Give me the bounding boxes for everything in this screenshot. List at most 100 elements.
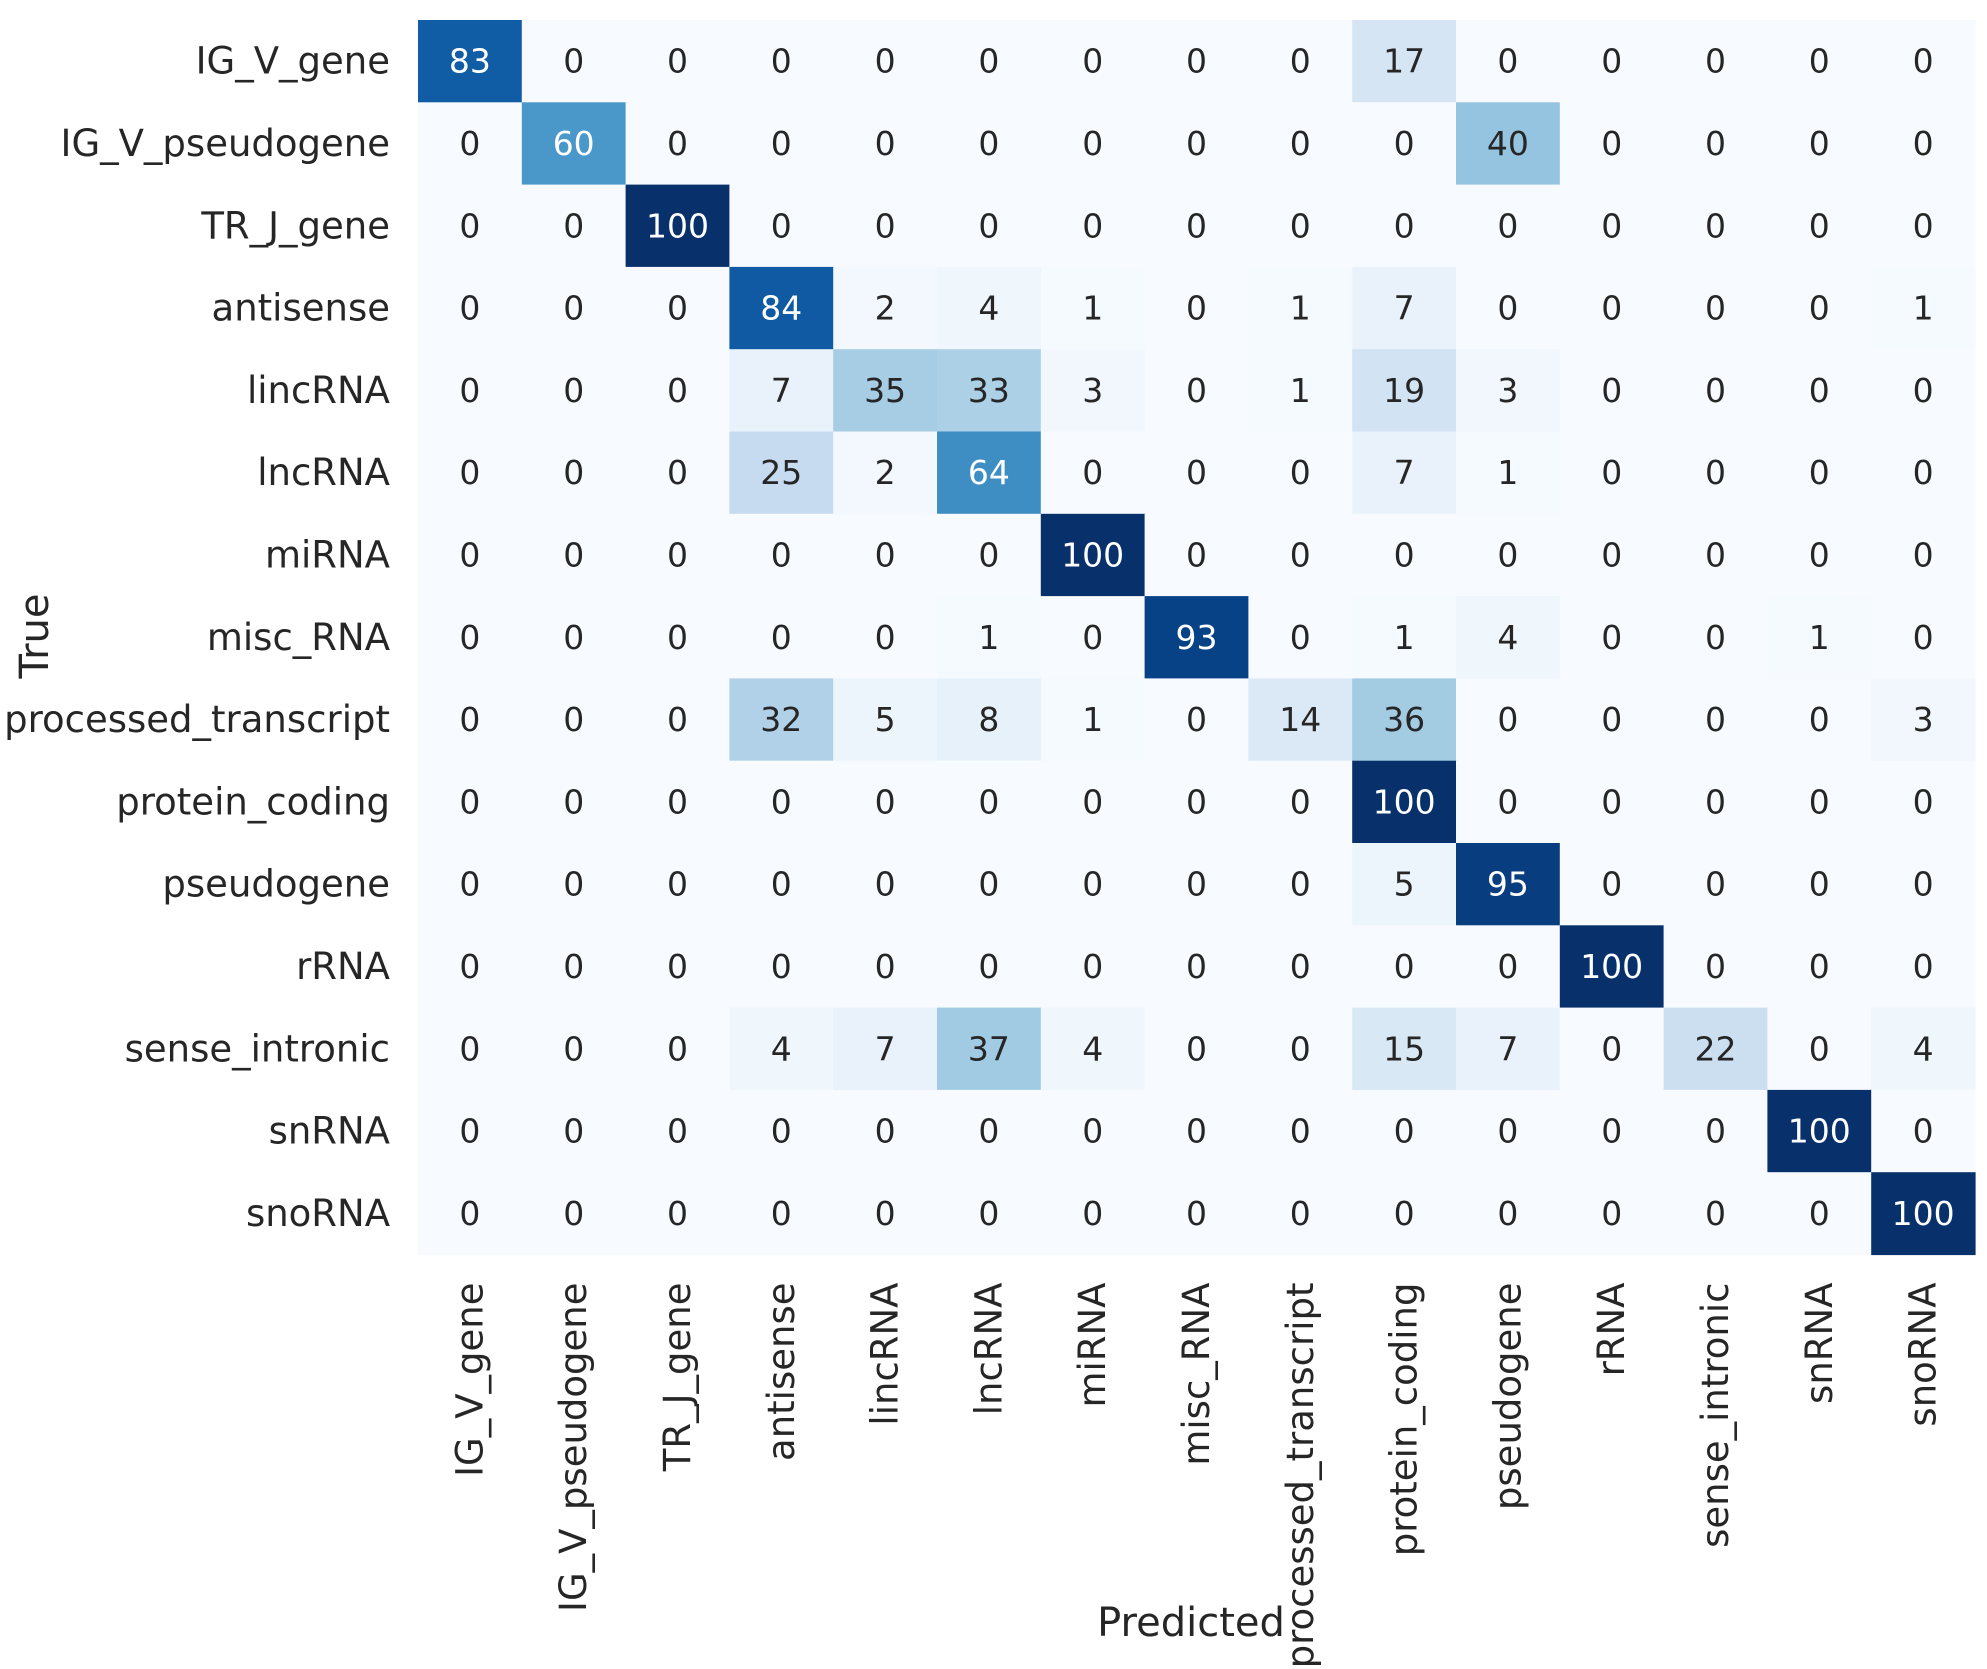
cell-value-label: 0 bbox=[563, 42, 584, 81]
cell-value-label: 0 bbox=[1705, 618, 1726, 657]
cell-value-label: 33 bbox=[968, 371, 1010, 410]
heatmap-cell bbox=[729, 760, 834, 844]
heatmap-cell bbox=[418, 513, 523, 597]
heatmap-cell bbox=[521, 184, 627, 268]
cell-value-label: 0 bbox=[1290, 782, 1311, 821]
heatmap-cell bbox=[1871, 925, 1976, 1009]
cell-value-label: 0 bbox=[978, 42, 999, 81]
cell-value-label: 0 bbox=[1394, 1112, 1415, 1151]
cell-value-label: 0 bbox=[1290, 1112, 1311, 1151]
cell-value-label: 0 bbox=[1186, 453, 1207, 492]
cell-value-label: 0 bbox=[1913, 535, 1934, 574]
cell-value-label: 0 bbox=[459, 535, 480, 574]
heatmap-cell bbox=[833, 102, 938, 186]
cell-value-label: 0 bbox=[1809, 289, 1830, 328]
heatmap-cell bbox=[1767, 266, 1872, 350]
cell-value-label: 0 bbox=[1705, 206, 1726, 245]
heatmap-cell bbox=[1352, 1172, 1457, 1256]
cell-value-label: 1 bbox=[1913, 289, 1934, 328]
heatmap-cell bbox=[1144, 1007, 1249, 1091]
cell-value-label: 0 bbox=[1705, 42, 1726, 81]
cell-value-label: 0 bbox=[1601, 1029, 1622, 1068]
cell-value-label: 60 bbox=[553, 124, 595, 163]
heatmap-cell bbox=[625, 760, 730, 844]
heatmap-cell bbox=[1871, 184, 1976, 268]
cell-value-label: 0 bbox=[875, 42, 896, 81]
heatmap-cell bbox=[1456, 678, 1561, 762]
heatmap-cell bbox=[521, 431, 627, 515]
heatmap-cell bbox=[937, 349, 1042, 433]
cell-value-label: 0 bbox=[1497, 535, 1518, 574]
heatmap-cell bbox=[1559, 843, 1665, 926]
heatmap-cell bbox=[1040, 513, 1146, 597]
heatmap-cell bbox=[1871, 1007, 1976, 1091]
cell-value-label: 0 bbox=[1186, 782, 1207, 821]
heatmap-cell bbox=[1352, 184, 1457, 268]
cell-value-label: 7 bbox=[1394, 289, 1415, 328]
cell-value-label: 0 bbox=[1186, 947, 1207, 986]
heatmap-cell bbox=[1144, 184, 1249, 268]
heatmap-cell bbox=[1144, 678, 1249, 762]
heatmap-cell bbox=[1040, 184, 1146, 268]
cell-value-label: 0 bbox=[1809, 42, 1830, 81]
heatmap-cell bbox=[1144, 1089, 1249, 1173]
cell-value-label: 0 bbox=[1394, 947, 1415, 986]
cell-value-label: 0 bbox=[563, 289, 584, 328]
heatmap-cell bbox=[625, 102, 730, 186]
heatmap-cell bbox=[1248, 925, 1353, 1009]
heatmap-cell bbox=[833, 266, 938, 350]
heatmap-cell bbox=[1456, 925, 1561, 1009]
heatmap-cell bbox=[1352, 678, 1457, 762]
cell-value-label: 0 bbox=[1809, 1029, 1830, 1068]
cell-value-label: 0 bbox=[1601, 371, 1622, 410]
heatmap-cell bbox=[625, 925, 730, 1009]
heatmap-cell bbox=[1767, 184, 1872, 268]
y-tick-label: IG_V_gene bbox=[196, 40, 390, 83]
cell-value-label: 0 bbox=[1082, 1112, 1103, 1151]
heatmap-cell bbox=[1456, 513, 1561, 597]
cell-value-label: 0 bbox=[875, 206, 896, 245]
heatmap-cell bbox=[937, 678, 1042, 762]
heatmap-cell bbox=[1559, 925, 1665, 1009]
heatmap-cell bbox=[1040, 1089, 1146, 1173]
heatmap-cell bbox=[1352, 925, 1457, 1009]
cell-value-label: 22 bbox=[1695, 1029, 1737, 1068]
cell-value-label: 0 bbox=[1601, 700, 1622, 739]
cell-value-label: 0 bbox=[667, 700, 688, 739]
cell-value-label: 0 bbox=[1082, 42, 1103, 81]
cell-value-label: 8 bbox=[978, 700, 999, 739]
heatmap-cell bbox=[833, 925, 938, 1009]
heatmap-cell bbox=[625, 349, 730, 433]
cell-value-label: 0 bbox=[1290, 947, 1311, 986]
heatmap-cell bbox=[1040, 1172, 1146, 1256]
heatmap-cell bbox=[833, 513, 938, 597]
y-axis-label: True bbox=[12, 594, 58, 680]
cell-value-label: 0 bbox=[1082, 618, 1103, 657]
heatmap-cell bbox=[937, 760, 1042, 844]
cell-value-label: 0 bbox=[1186, 1029, 1207, 1068]
cell-value-label: 0 bbox=[563, 535, 584, 574]
cell-value-label: 0 bbox=[1601, 618, 1622, 657]
heatmap-cell bbox=[1663, 1007, 1768, 1091]
heatmap-cell bbox=[625, 1172, 730, 1256]
cell-value-label: 0 bbox=[1913, 947, 1934, 986]
cell-value-label: 0 bbox=[1601, 865, 1622, 904]
heatmap-cell bbox=[1144, 760, 1249, 844]
cell-value-label: 0 bbox=[563, 371, 584, 410]
heatmap-cell bbox=[833, 1172, 938, 1256]
cell-value-label: 0 bbox=[1186, 371, 1207, 410]
y-tick-label: sense_intronic bbox=[125, 1027, 390, 1070]
heatmap-cell bbox=[1040, 1007, 1146, 1091]
heatmap-cell bbox=[1767, 678, 1872, 762]
cell-value-label: 100 bbox=[646, 206, 709, 245]
heatmap-cell bbox=[418, 102, 523, 186]
cell-value-label: 3 bbox=[1497, 371, 1518, 410]
x-tick-label: TR_J_gene bbox=[656, 1283, 699, 1473]
cell-value-label: 0 bbox=[459, 289, 480, 328]
heatmap-cell bbox=[937, 596, 1042, 679]
cell-value-label: 0 bbox=[459, 865, 480, 904]
heatmap-cell bbox=[1040, 349, 1146, 433]
heatmap-cell bbox=[625, 1089, 730, 1173]
cell-value-label: 0 bbox=[667, 947, 688, 986]
cell-value-label: 1 bbox=[978, 618, 999, 657]
